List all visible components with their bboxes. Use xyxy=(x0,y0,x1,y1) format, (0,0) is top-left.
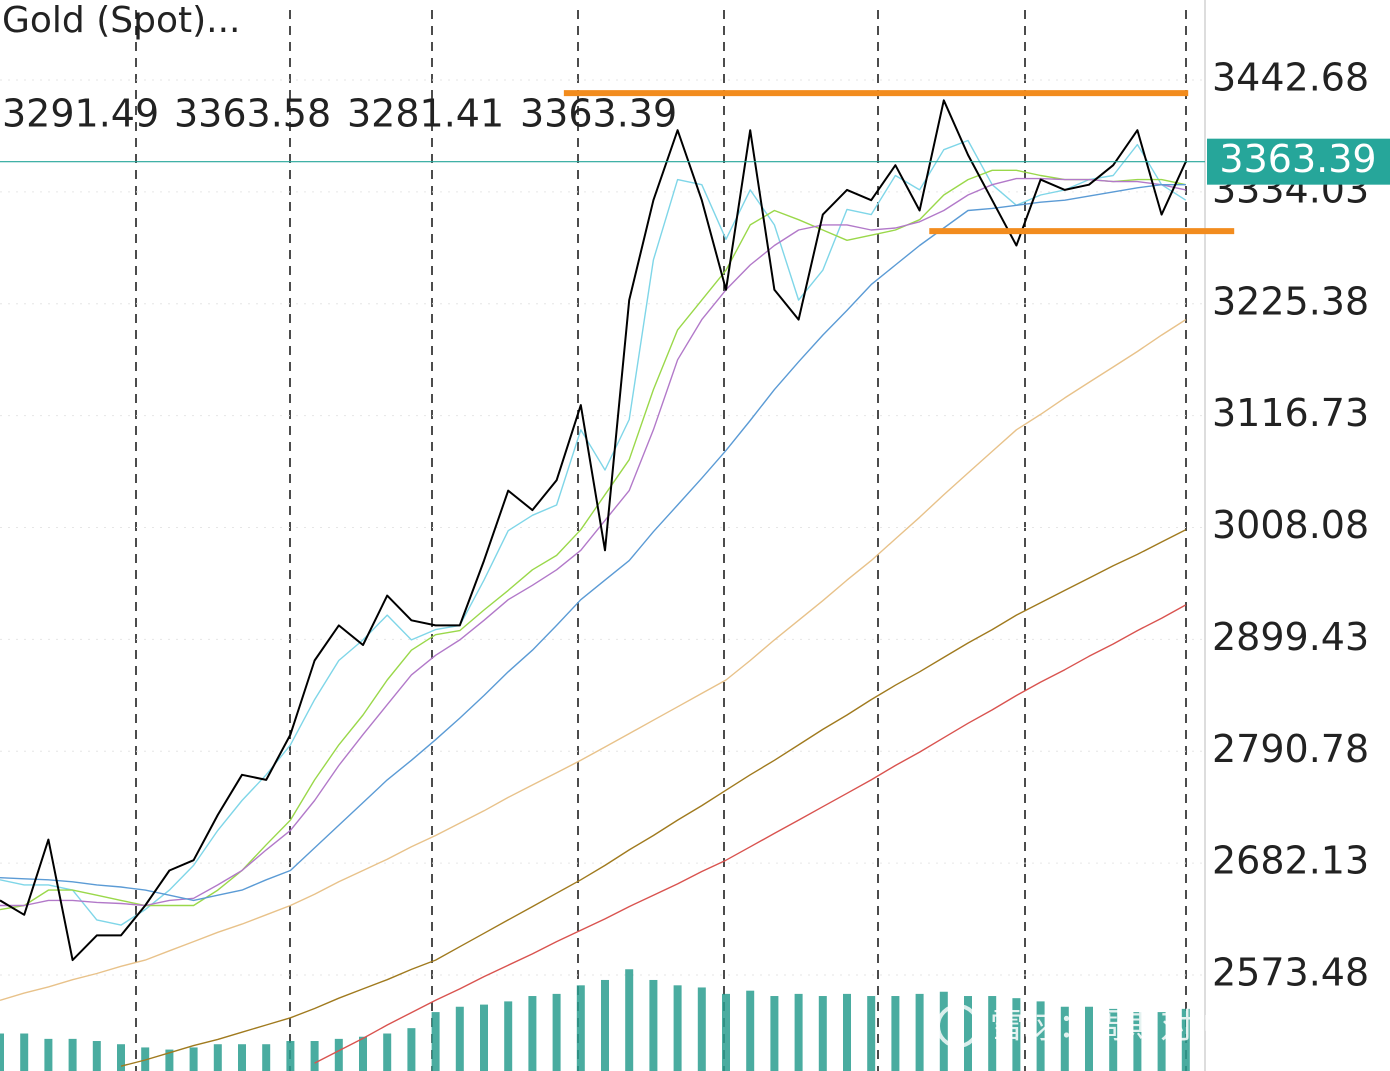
watermark: 雪球：周期对冲趋势 xyxy=(990,1007,1296,1047)
volume-bar xyxy=(0,1033,4,1071)
volume-bar xyxy=(1109,1008,1118,1071)
volume-bar xyxy=(1085,1006,1093,1071)
y-tick-label: 3225.38 xyxy=(1212,279,1369,323)
moving-average-line xyxy=(314,604,1187,1064)
moving-average-line xyxy=(120,529,1187,1067)
volume-bar xyxy=(867,996,876,1071)
volume-bar xyxy=(649,979,658,1071)
volume-bar xyxy=(1157,1012,1166,1071)
volume-bar xyxy=(988,996,997,1071)
volume-bar xyxy=(141,1047,150,1071)
current-price-box xyxy=(1207,138,1390,185)
volume-bar xyxy=(310,1041,319,1071)
volume-bar xyxy=(165,1049,174,1071)
watermark-icon xyxy=(936,1004,980,1048)
volume-bar xyxy=(673,985,682,1071)
moving-average-line xyxy=(0,184,1186,902)
moving-average-line xyxy=(0,139,1187,926)
volume-bar xyxy=(1133,1012,1142,1071)
volume-bar xyxy=(794,993,803,1071)
volume-bar xyxy=(697,987,706,1071)
volume-bar xyxy=(625,969,634,1071)
price-line xyxy=(0,99,1187,962)
y-tick-label: 3116.73 xyxy=(1212,391,1369,435)
volume-bar xyxy=(746,990,755,1071)
moving-average-line xyxy=(0,319,1187,1001)
volume-bar xyxy=(44,1038,53,1071)
volume-bar xyxy=(1036,1001,1045,1071)
volume-bar xyxy=(383,1033,392,1071)
volume-bar xyxy=(238,1044,246,1071)
volume-bar xyxy=(1012,998,1021,1071)
volume-bar xyxy=(552,993,561,1071)
volume-bar xyxy=(189,1047,198,1071)
moving-average-line xyxy=(0,177,1186,907)
volume-bar xyxy=(359,1036,367,1071)
volume-bar xyxy=(891,996,900,1071)
y-tick-label: 2790.78 xyxy=(1212,727,1369,771)
ohlc-value: 3281.41 xyxy=(347,92,504,136)
volume-bar xyxy=(504,1001,513,1071)
volume-bar xyxy=(480,1004,488,1071)
y-tick-label: 3008.08 xyxy=(1212,503,1369,547)
volume-bar xyxy=(939,991,948,1071)
volume-bar xyxy=(20,1033,29,1071)
volume-bar xyxy=(818,996,827,1071)
y-tick-label: 2573.48 xyxy=(1212,951,1369,995)
ohlc-value: 3363.58 xyxy=(174,92,331,136)
volume-bar xyxy=(528,996,537,1071)
volume-bar xyxy=(92,1041,101,1071)
volume-bar xyxy=(1060,1006,1069,1071)
volume-bar xyxy=(1181,1008,1190,1071)
volume-bar xyxy=(68,1038,77,1071)
session-separators xyxy=(135,10,1187,1071)
volume-bar xyxy=(117,1044,125,1071)
volume-bar xyxy=(455,1006,464,1071)
volume-bar xyxy=(722,993,730,1071)
volume-bar xyxy=(915,993,924,1071)
volume-bar xyxy=(431,1012,440,1071)
y-tick-label: 2899.43 xyxy=(1212,615,1369,659)
y-tick-label: 2682.13 xyxy=(1212,839,1369,883)
volume-bar xyxy=(213,1044,222,1071)
volume-bar xyxy=(576,985,585,1071)
volume-bar xyxy=(770,996,779,1071)
chart-title: Gold (Spot)... xyxy=(2,0,240,41)
volume-bar xyxy=(286,1041,295,1071)
moving-average-line xyxy=(0,169,1186,911)
volume-bar xyxy=(964,996,972,1071)
volume-bar xyxy=(407,1028,416,1071)
ohlc-value: 3291.49 xyxy=(2,92,159,136)
ohlc-value: 3363.39 xyxy=(520,92,677,136)
volume-bar xyxy=(843,993,851,1071)
volume-bar xyxy=(334,1038,343,1071)
current-price-label: 3363.39 xyxy=(1219,137,1376,181)
volume-bar xyxy=(262,1044,271,1071)
y-tick-label: 3442.68 xyxy=(1212,56,1369,100)
volume-bar xyxy=(601,979,609,1071)
